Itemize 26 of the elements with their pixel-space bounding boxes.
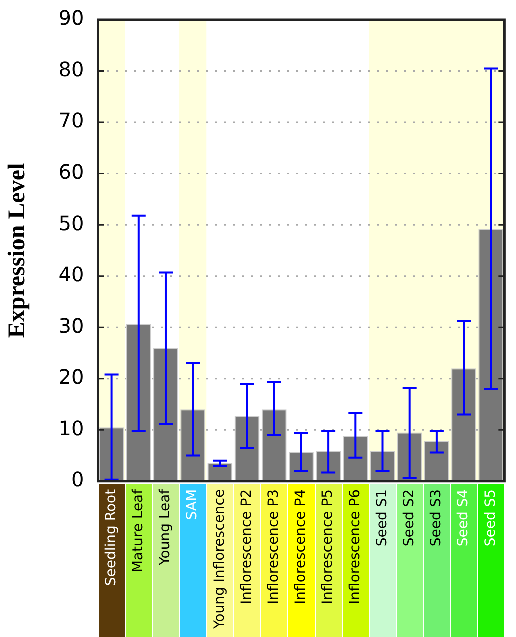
y-tick-label: 10 bbox=[58, 416, 84, 440]
x-tick-label: Seed S1 bbox=[374, 489, 390, 547]
x-tick-label: Seedling Root bbox=[103, 488, 120, 586]
y-tick-label: 0 bbox=[72, 468, 84, 492]
x-tick-label: Mature Leaf bbox=[130, 488, 147, 573]
x-tick-label: Young Inflorescence bbox=[212, 489, 228, 630]
y-tick-label: 90 bbox=[58, 6, 84, 30]
x-tick-label: Inflorescence P3 bbox=[266, 489, 282, 604]
y-tick-label: 20 bbox=[58, 365, 84, 390]
x-tick-label: Inflorescence P4 bbox=[293, 489, 310, 604]
y-tick-label: 40 bbox=[58, 262, 84, 287]
x-tick-label: Inflorescence P6 bbox=[347, 489, 364, 604]
x-tick-label: Seed S4 bbox=[456, 489, 472, 547]
y-tick-label: 60 bbox=[58, 160, 84, 184]
y-tick-label: 80 bbox=[58, 57, 84, 82]
y-axis-title: Expression Level bbox=[4, 162, 31, 338]
y-tick-label: 30 bbox=[58, 314, 84, 338]
x-tick-label: Seed S2 bbox=[401, 489, 418, 547]
y-tick-label: 50 bbox=[58, 211, 84, 236]
x-tick-label: Inflorescence P2 bbox=[238, 489, 255, 604]
x-tick-label: Inflorescence P5 bbox=[320, 489, 336, 604]
x-tick-label: Seed S3 bbox=[428, 489, 445, 547]
x-tick-label: Seed S5 bbox=[482, 489, 499, 547]
x-tick-label: SAM bbox=[184, 489, 201, 520]
y-tick-label: 70 bbox=[58, 108, 84, 133]
x-tick-label: Young Leaf bbox=[158, 488, 174, 566]
